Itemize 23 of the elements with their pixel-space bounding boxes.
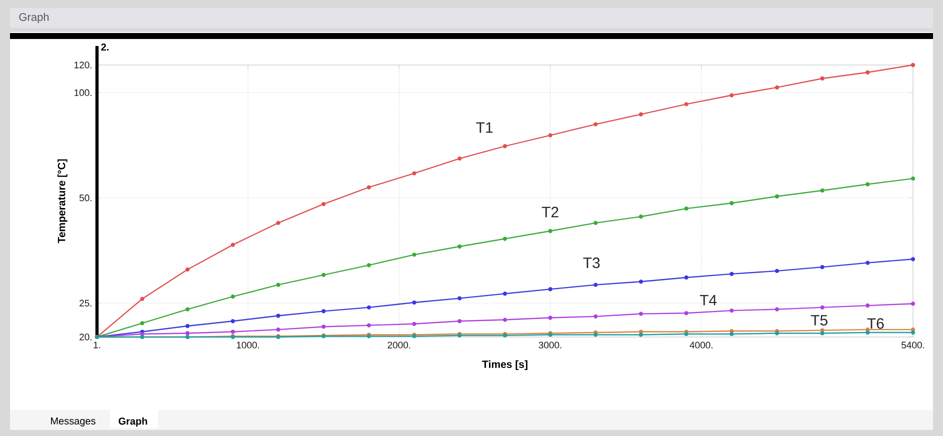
x-tick-label: 3000. xyxy=(538,342,562,348)
y-axis-title: Temperature [°C] xyxy=(58,159,68,244)
y-tick-label: 100. xyxy=(74,89,92,96)
y-tick-label: 25. xyxy=(80,300,92,306)
y-tick-label: 20. xyxy=(80,334,92,340)
chart-title: Graph xyxy=(19,12,49,24)
series-label: T6 xyxy=(867,318,884,329)
text: Messages xyxy=(51,418,96,426)
x-tick-label: 1000. xyxy=(236,342,260,348)
series-label: T4 xyxy=(700,295,717,306)
series-label: T3 xyxy=(583,258,600,268)
x-tick-label: 5400. xyxy=(902,342,924,348)
y-tick-label: 50. xyxy=(79,194,92,202)
y-tick-label: 120. xyxy=(74,62,92,68)
x-tick-label: 1. xyxy=(94,342,100,348)
x-tick-label: 2000. xyxy=(388,342,410,348)
text: 2. xyxy=(101,44,108,50)
x-axis-title: Times [s] xyxy=(482,360,528,370)
series-label: T2 xyxy=(542,206,558,218)
x-tick-label: 4000. xyxy=(690,342,712,348)
series-label: T5 xyxy=(810,315,828,326)
series-label: T1 xyxy=(476,122,493,133)
text: Graph xyxy=(118,417,148,427)
